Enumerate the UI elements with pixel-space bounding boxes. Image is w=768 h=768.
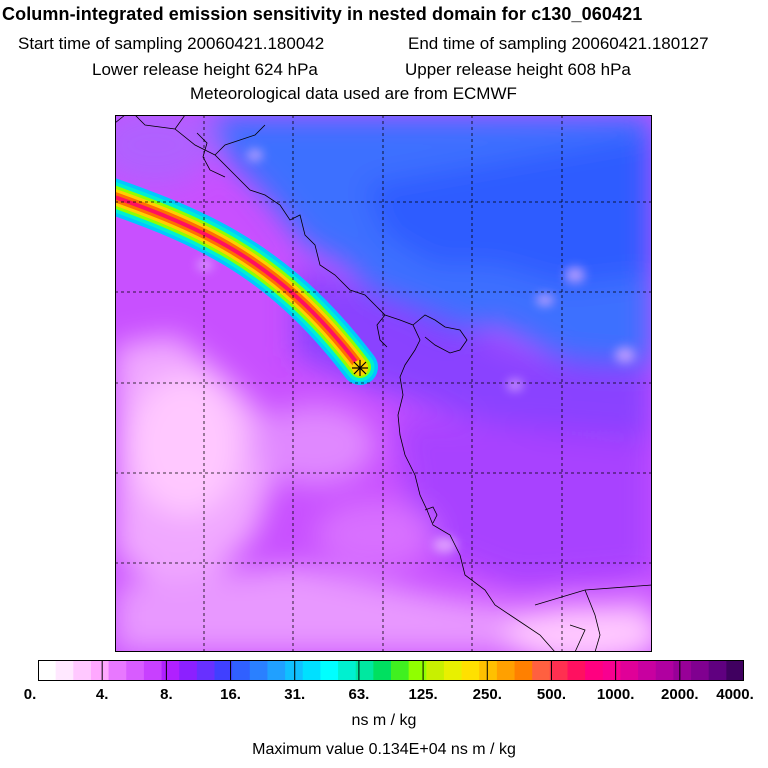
map-frame: [115, 115, 652, 652]
release-lower: Lower release height 624 hPa: [92, 60, 318, 79]
colorbar-cell: [496, 660, 516, 681]
colorbar-tick-label: 31.: [284, 686, 306, 703]
colorbar-tick-label: 63.: [348, 686, 370, 703]
colorbar-tick-label: 2000.: [661, 686, 699, 703]
colorbar-cell: [38, 660, 57, 681]
colorbar-cell: [443, 660, 463, 681]
colorbar-cell: [267, 660, 286, 681]
colorbar-cell: [73, 660, 92, 681]
sampling-end: End time of sampling 20060421.180127: [408, 34, 709, 53]
colorbar-frame: [38, 660, 744, 681]
light-spot-4: [315, 500, 435, 570]
colorbar-cell: [320, 660, 339, 681]
violet-band: [295, 265, 652, 445]
colorbar-cell: [249, 660, 269, 681]
colorbar-cell: [161, 660, 180, 681]
colorbar-cell: [373, 660, 392, 681]
colorbar-tick-label: 0.: [23, 686, 37, 703]
colorbar-cell: [426, 660, 445, 681]
colorbar-tick-label: 8.: [160, 686, 173, 703]
coastline: [115, 115, 652, 652]
sensitivity-field: [115, 115, 652, 652]
colorbar-cell: [691, 660, 710, 681]
colorbar-cell: [126, 660, 145, 681]
colorbar-tick-label: 125.: [408, 686, 438, 703]
field-speckles: [197, 149, 635, 553]
colorbar-cell: [673, 660, 692, 681]
colorbar-cell: [461, 660, 480, 681]
release-upper: Upper release height 608 hPa: [405, 60, 631, 79]
release-point-star: [352, 360, 368, 376]
colorbar-cell: [567, 660, 586, 681]
colorbar-cell: [479, 660, 498, 681]
colorbar-cell: [620, 660, 639, 681]
deep-blue-region: [365, 135, 652, 285]
colorbar-cell: [655, 660, 674, 681]
dark-region: [395, 415, 652, 585]
colorbar-cell: [638, 660, 657, 681]
colorbar-cell: [602, 660, 622, 681]
colorbar-cell: [196, 660, 216, 681]
colorbar-cell: [285, 660, 304, 681]
colorbar-tick-label: 4000.: [716, 686, 754, 703]
colorbar-cell: [338, 660, 357, 681]
colorbar-cell: [55, 660, 74, 681]
emission-plume: [115, 177, 378, 385]
colorbar-tick-label: 500.: [536, 686, 567, 703]
colorbar-cell: [391, 660, 410, 681]
colorbar-cell: [708, 660, 727, 681]
colorbar-cell: [355, 660, 374, 681]
colorbar-cell: [232, 660, 251, 681]
sampling-start: Start time of sampling 20060421.180042: [18, 34, 325, 53]
colorbar-cell: [214, 660, 233, 681]
colorbar-tick-label: 4.: [95, 686, 109, 703]
colorbar-cell: [143, 660, 163, 681]
colorbar-cell: [90, 660, 110, 681]
bright-spot-2: [255, 405, 375, 485]
bright-spot-3: [505, 605, 652, 652]
colorbar-cell: [179, 660, 198, 681]
colorbar-tick-label: 16.: [220, 686, 241, 703]
light-spot-nw: [115, 115, 215, 185]
colorbar-unit: ns m / kg: [351, 712, 417, 729]
map-title: Column-integrated emission sensitivity i…: [2, 4, 643, 24]
colorbar-cell: [408, 660, 427, 681]
sensitivity-map: [115, 115, 652, 652]
colorbar-cell: [549, 660, 569, 681]
colorbar-cell: [585, 660, 604, 681]
colorbar-tick-label: 1000.: [596, 686, 635, 703]
colorbar-cell: [514, 660, 533, 681]
colorbar-tick-label: 250.: [472, 686, 502, 703]
maximum-value: Maximum value 0.134E+04 ns m / kg: [252, 741, 516, 758]
colorbar-cell: [726, 660, 744, 681]
colorbar: [38, 660, 744, 681]
colorbar-cell: [302, 660, 321, 681]
bright-spot-1: [130, 375, 240, 515]
colorbar-cell: [108, 660, 127, 681]
met-source: Meteorological data used are from ECMWF: [190, 84, 517, 103]
colorbar-cell: [532, 660, 551, 681]
